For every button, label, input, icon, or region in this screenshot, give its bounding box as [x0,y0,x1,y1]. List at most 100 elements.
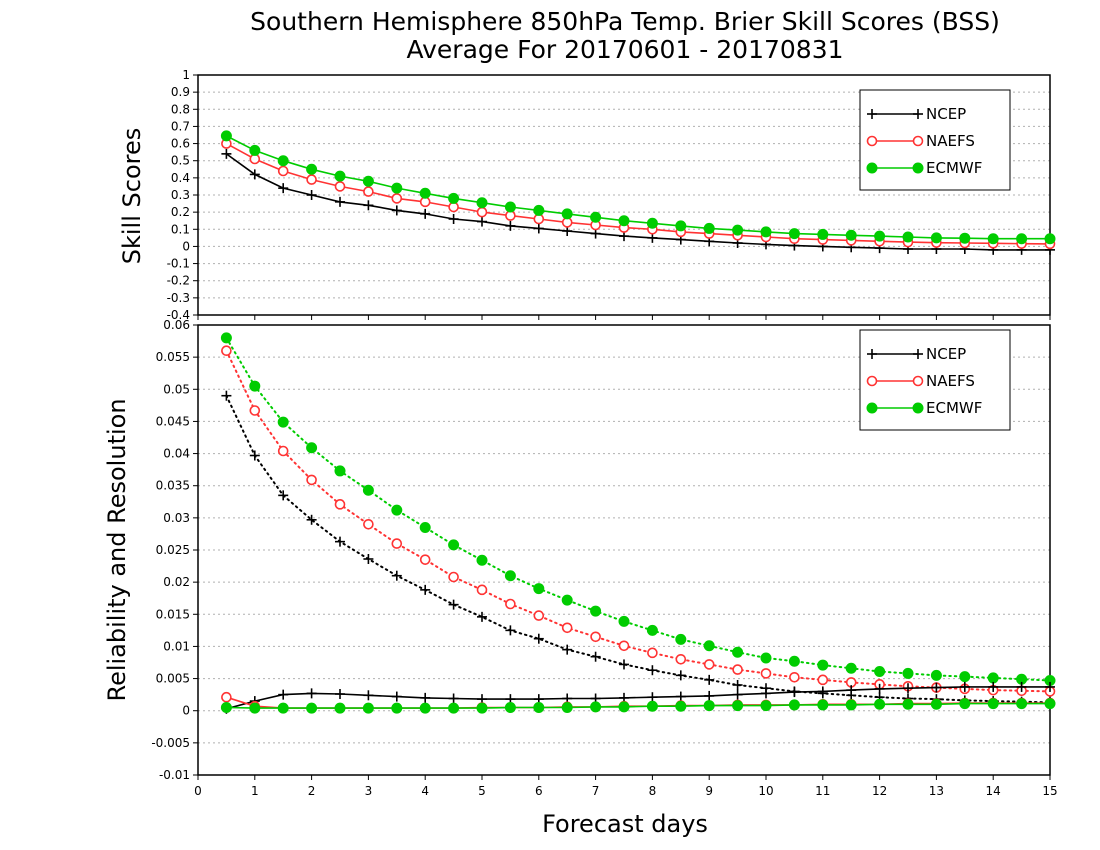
bot-series-ncep-reliability-point [959,681,970,692]
bot-legend-marker-naefs [866,375,878,387]
top-y-tick-label: 0.1 [171,222,190,236]
bot-legend-marker-ecmwf [866,402,878,414]
bot-series-ecmwf-reliability-point [561,702,573,713]
top-series-ecmwf-point [1016,233,1028,245]
bot-series-ncep-reliability-point [931,682,942,693]
top-series-ncep-point [249,169,260,180]
x-tick-label: 7 [592,784,600,798]
top-y-tick-label: 0.3 [171,188,190,202]
top-y-tick-label: 1 [182,68,190,82]
bot-series-ncep-reliability-point [675,691,686,702]
bot-series-ncep-resolution-point [306,514,317,525]
bot-series-naefs-reliability-point [221,691,232,703]
top-legend-label-ecmwf: ECMWF [926,159,982,177]
top-series-ncep-point [533,223,544,234]
bot-series-ecmwf-reliability-point [277,702,289,714]
x-tick-label: 10 [758,784,773,798]
bot-series-naefs-resolution-point [675,653,687,665]
bot-series-ncep-resolution-point [704,674,715,685]
top-y-tick-label: 0.6 [171,137,190,151]
bot-series-ecmwf-resolution-point [675,633,687,645]
top-legend-marker-ecmwf [866,162,878,174]
bot-series-ncep-resolution-point [363,554,374,564]
bot-series-ncep-reliability-point [647,692,658,703]
top-legend-label-ncep: NCEP [926,105,966,123]
bot-series-ecmwf-resolution-point [902,667,914,679]
top-y-tick-label: -0.2 [167,274,190,288]
bot-series-ecmwf-reliability-point [220,702,232,713]
top-series-ecmwf-point [561,208,573,220]
top-series-ecmwf-point [277,155,289,167]
bot-series-ncep-resolution-point [732,680,743,690]
bot-series-ncep-reliability-point [391,691,402,702]
top-series-ecmwf-point [362,175,374,187]
bot-series-ncep-reliability-point [846,685,857,696]
top-series-ncep-point [335,196,345,207]
top-series-naefs-point [363,186,374,197]
bot-series-ncep-reliability-point [420,692,431,703]
top-panel-y-axis-label: Skill Scores [118,128,146,265]
bot-series-ncep-reliability-point [1016,681,1027,692]
top-legend: NCEP NAEFS ECMWF [859,89,1011,191]
bot-series-naefs-resolution-point [590,631,601,643]
bot-series-ncep-resolution-point [619,659,629,670]
top-series-naefs-point [306,174,317,185]
top-series-ecmwf-point [930,232,942,244]
bot-series-ncep-resolution-point [590,651,601,662]
bot-series-ncep-reliability-point [1045,681,1055,692]
bot-series-naefs-resolution-point [703,659,715,670]
bot-series-naefs-resolution-point [618,640,630,652]
bot-series-ecmwf-reliability-point [788,699,800,711]
bot-series-ecmwf-resolution-point [987,672,999,684]
bot-series-naefs-resolution-point [789,671,800,683]
bot-series-naefs-resolution-point [419,554,431,565]
bot-series-ecmwf-reliability-point [1016,698,1028,710]
top-series-ecmwf-point [618,215,630,227]
top-legend-box [859,89,1011,191]
bot-y-tick-label: 0.06 [163,318,190,332]
bot-series-ncep-resolution-point [391,570,402,581]
bot-series-ecmwf-resolution-point [419,522,431,533]
top-series-ncep-point [448,214,459,224]
bot-series-ncep-reliability-point [363,690,374,701]
bot-series-ncep-resolution-point [448,599,459,610]
bot-y-tick-label: 0.025 [156,543,190,557]
bot-series-ecmwf-reliability-line [226,702,1050,709]
top-series-ecmwf-point [590,211,602,223]
bot-y-tick-label: 0.015 [156,607,190,621]
x-tick-label: 15 [1042,784,1057,798]
top-series-ncep-point [420,208,431,219]
top-series-ncep-point [306,190,317,200]
bot-series-naefs-resolution-point [277,445,289,457]
bot-series-naefs-resolution-point [306,474,317,486]
x-tick-label: 0 [194,784,202,798]
reliability-resolution-panel: -0.01 -0.005 0 0.005 0.01 0.015 0.02 0.025 0.03 0… [151,318,1057,798]
top-series-ecmwf-point [760,226,772,238]
bot-series-naefs-resolution-point [817,674,829,686]
bot-legend-label-naefs: NAEFS [926,372,975,390]
bot-series-ecmwf-reliability-point [902,698,914,710]
top-plot-frame [197,74,1051,316]
bot-series-naefs-resolution-point [505,598,516,610]
chart-subtitle: Average For 20170601 - 20170831 [406,35,843,64]
top-y-tick-label: -0.4 [167,308,190,322]
bot-series-ncep-resolution-point [420,584,431,595]
bot-series-ecmwf-reliability-point [448,702,460,714]
bot-series-ncep-reliability-point [306,688,317,699]
top-series-ecmwf-point [306,163,318,175]
top-series-ecmwf-point [788,228,800,240]
bot-series-ecmwf-resolution-point [874,666,886,677]
bot-series-ecmwf-reliability-point [306,702,318,714]
bot-y-tick-label: 0.005 [156,672,190,686]
bot-series-ncep-resolution-point [335,536,345,547]
top-series-ecmwf-point [646,217,658,229]
bot-series-ncep-reliability-point [448,693,459,704]
bot-series-ncep-resolution-line [225,394,1051,704]
top-legend-marker-naefs [866,135,878,147]
top-series-ecmwf-point [959,232,971,244]
top-series-ecmwf-point [419,187,431,199]
bot-series-naefs-resolution-point [249,405,261,416]
bot-series-ecmwf-resolution-point [732,646,744,658]
bot-legend-box [859,329,1011,431]
bot-series-ecmwf-reliability-point [959,698,971,710]
